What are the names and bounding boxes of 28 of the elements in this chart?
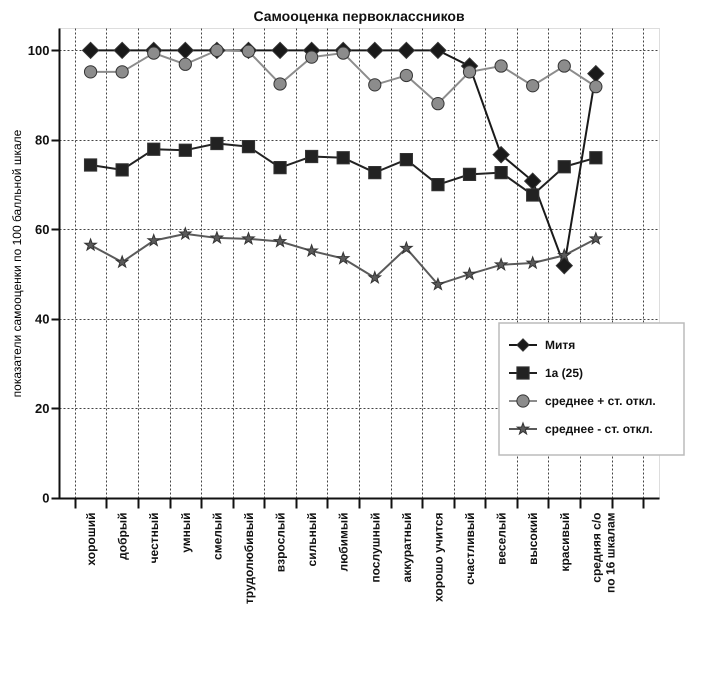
- x-tick-label: счастливый: [463, 512, 478, 585]
- x-tick-label: хорошо учится: [431, 512, 446, 602]
- legend-label: Митя: [545, 338, 576, 352]
- x-tick-label: высокий: [526, 512, 540, 565]
- y-tick-label: 40: [35, 311, 50, 326]
- x-tick-label: послушный: [368, 512, 382, 583]
- legend-label: среднее + ст. откл.: [545, 394, 656, 408]
- x-tick-label: взрослый: [274, 512, 288, 572]
- x-tick-label: аккуратный: [400, 512, 414, 582]
- chart-title: Самооценка первоклассников: [253, 8, 465, 24]
- x-tick-label: красивый: [558, 512, 572, 572]
- legend-label: 1а (25): [545, 366, 584, 380]
- x-tick-label: смелый: [210, 512, 224, 560]
- x-tick-label: трудолюбивый: [242, 512, 256, 604]
- x-tick-label: любимый: [336, 512, 351, 572]
- y-tick-label: 20: [35, 400, 50, 416]
- y-tick-label: 80: [35, 132, 50, 148]
- y-tick-label: 60: [35, 222, 50, 237]
- x-tick-label: сильный: [305, 512, 320, 566]
- x-tick-label: добрый: [116, 512, 130, 560]
- x-tick-label: хороший: [84, 512, 98, 566]
- x-tick-label: умный: [178, 512, 193, 553]
- x-tick-label: веселый: [494, 512, 509, 565]
- y-tick-label: 0: [42, 490, 50, 506]
- x-tick-label: честный: [147, 512, 162, 564]
- y-tick-label: 100: [28, 42, 50, 58]
- legend-label: среднее - ст. откл.: [545, 422, 653, 436]
- y-axis-title: показатели самооценки по 100 балльной шкале: [10, 129, 24, 398]
